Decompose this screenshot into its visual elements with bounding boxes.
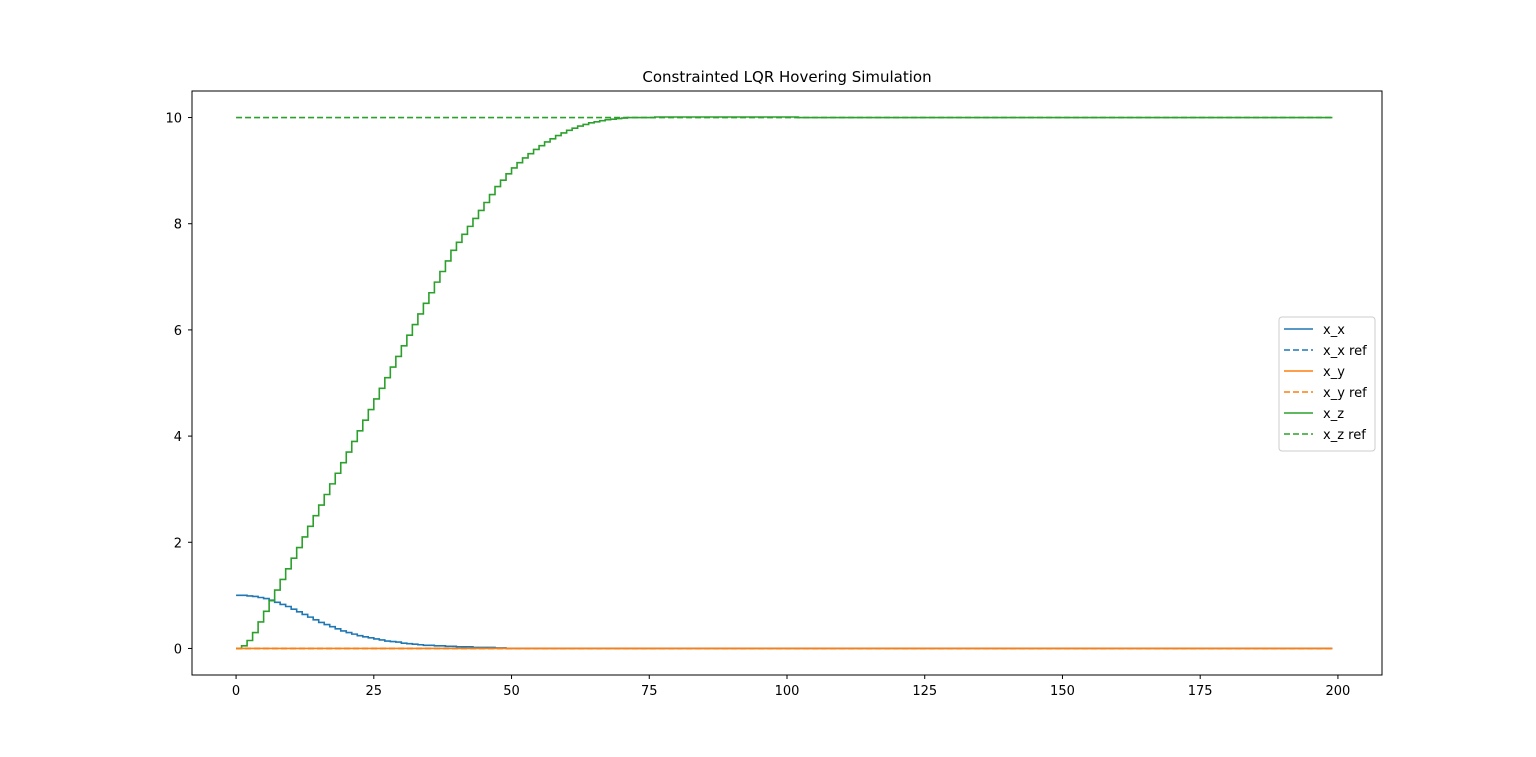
x-tick-label: 0 (232, 684, 240, 699)
legend-label: x_z ref (1323, 428, 1366, 443)
x-tick-label: 125 (912, 684, 937, 699)
y-axis-ticks: 0 2 4 6 8 10 (165, 112, 192, 657)
series-layer (236, 116, 1333, 650)
x-tick-label: 100 (775, 684, 800, 699)
y-tick-label: 10 (165, 112, 182, 127)
y-tick-label: 4 (174, 430, 182, 445)
legend-label: x_x (1323, 323, 1345, 338)
y-tick-label: 8 (174, 218, 182, 233)
legend: x_x x_x ref x_y x_y ref x_z x_z ref (1278, 316, 1376, 452)
x-tick-label: 150 (1050, 684, 1075, 699)
y-tick-label: 2 (174, 536, 182, 551)
series-line-x-x (236, 594, 1333, 650)
x-tick-label: 175 (1188, 684, 1213, 699)
x-axis-ticks: 0 25 50 75 100 125 150 175 200 (232, 675, 1350, 699)
chart-title: Constrainted LQR Hovering Simulation (642, 68, 931, 86)
x-tick-label: 50 (503, 684, 520, 699)
legend-label: x_y ref (1323, 386, 1367, 401)
legend-label: x_x ref (1323, 344, 1367, 359)
y-tick-label: 6 (174, 324, 182, 339)
x-tick-label: 200 (1326, 684, 1351, 699)
x-tick-label: 75 (641, 684, 658, 699)
legend-label: x_z (1323, 407, 1344, 422)
legend-label: x_y (1323, 365, 1345, 380)
y-tick-label: 0 (174, 642, 182, 657)
x-tick-label: 25 (366, 684, 383, 699)
